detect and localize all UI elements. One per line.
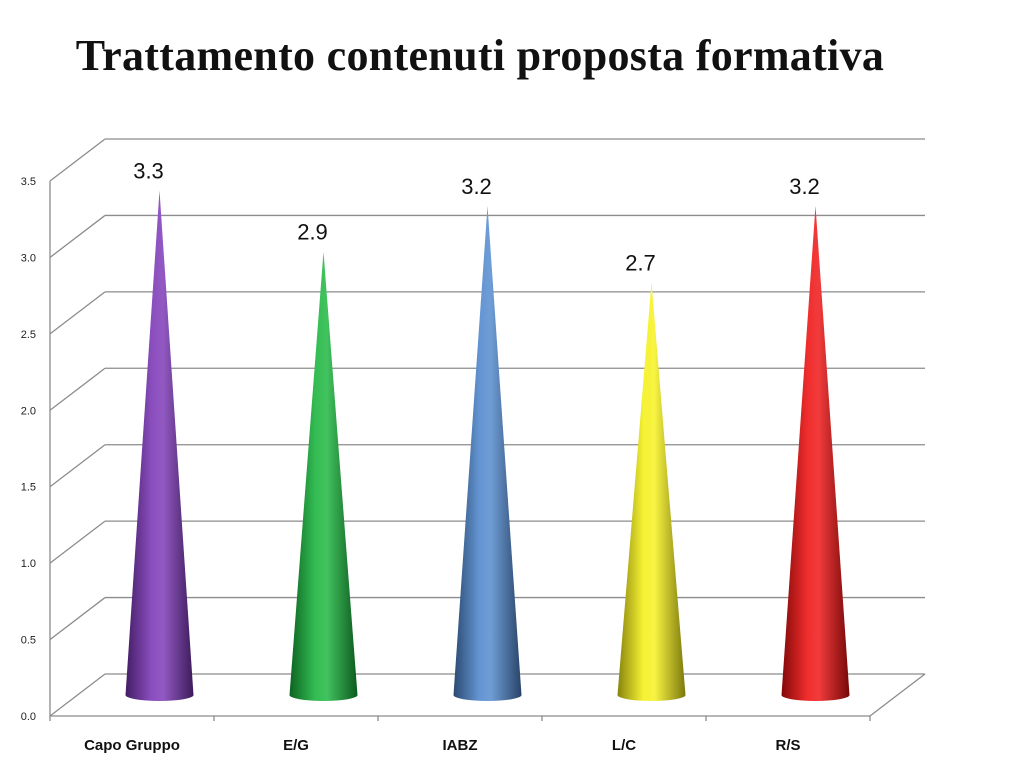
- side-gridline: [49, 597, 106, 641]
- y-axis: 0.0 0.5 1.0 1.5 2.0 2.5 3.0 3.5: [21, 176, 51, 723]
- data-labels: 3.3 2.9 3.2 2.7 3.2: [133, 159, 820, 276]
- x-tick-label: Capo Gruppo: [84, 737, 180, 754]
- y-tick-label: 3.5: [21, 176, 36, 188]
- cones: [125, 190, 850, 702]
- cone-bar: [781, 205, 850, 701]
- data-label: 3.2: [461, 174, 492, 199]
- x-tick-label: IABZ: [443, 737, 478, 754]
- x-axis: Capo Gruppo E/G IABZ L/C R/S: [49, 716, 871, 754]
- cone-bar: [289, 251, 358, 701]
- data-label: 3.3: [133, 159, 164, 184]
- x-tick-label: E/G: [283, 737, 309, 754]
- cone-bar: [453, 205, 522, 701]
- grid-lines: [49, 138, 926, 717]
- y-tick-label: 1.0: [21, 558, 36, 570]
- x-tick-label: R/S: [775, 737, 800, 754]
- y-tick-label: 2.5: [21, 329, 36, 341]
- y-tick-label: 0.5: [21, 635, 36, 647]
- y-tick-label: 0.0: [21, 711, 36, 723]
- x-tick-label: L/C: [612, 737, 636, 754]
- y-tick-label: 1.5: [21, 482, 36, 494]
- floor-right-edge: [869, 673, 926, 717]
- y-tick-label: 3.0: [21, 252, 36, 264]
- data-label: 3.2: [789, 174, 820, 199]
- cone-bar: [125, 190, 194, 702]
- side-gridline: [49, 673, 106, 717]
- side-gridline: [49, 520, 106, 564]
- data-label: 2.9: [297, 220, 328, 245]
- side-gridline: [49, 138, 106, 182]
- side-gridline: [49, 214, 106, 258]
- side-gridline: [49, 444, 106, 488]
- side-gridline: [49, 291, 106, 335]
- data-label: 2.7: [625, 250, 656, 275]
- chart-title: Trattamento contenuti proposta formativa: [75, 31, 885, 80]
- cone-bar: [617, 282, 686, 701]
- side-gridline: [49, 367, 106, 411]
- y-tick-label: 2.0: [21, 405, 36, 417]
